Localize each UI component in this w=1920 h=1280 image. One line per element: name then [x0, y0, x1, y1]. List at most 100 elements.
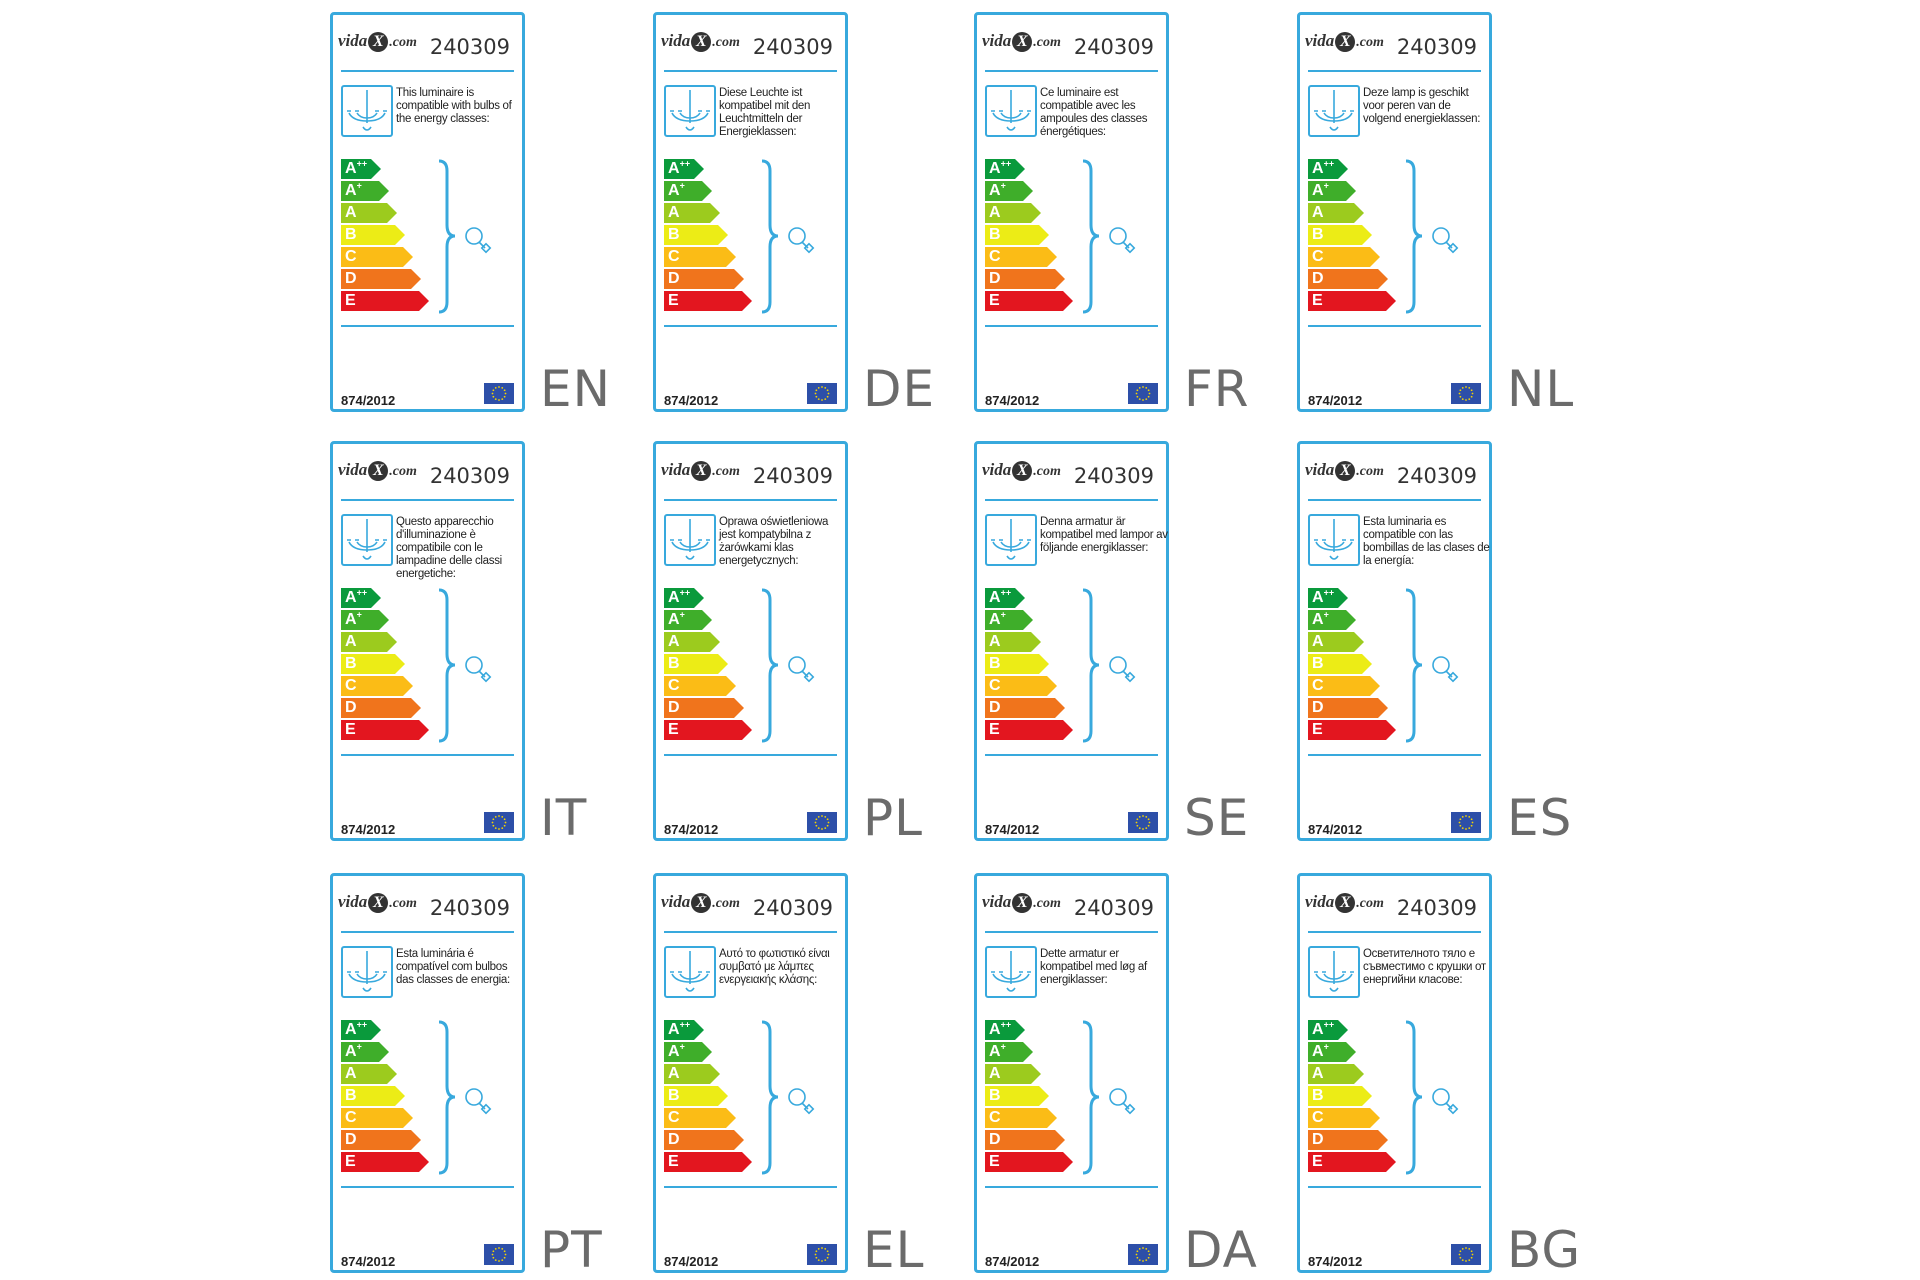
regulation-number: 874/2012	[664, 1254, 719, 1269]
compatibility-text: Deze lamp is geschikt voor peren van de …	[1363, 87, 1481, 125]
eu-flag-icon	[484, 812, 514, 833]
regulation-number: 874/2012	[1308, 393, 1363, 408]
model-number: 240309	[429, 464, 510, 488]
energy-class-letter: C	[345, 677, 357, 694]
bulb-icon	[784, 652, 818, 686]
energy-class-bar: B	[985, 225, 1049, 245]
energy-class-letter: E	[989, 292, 1000, 309]
energy-class-plus: ++	[1323, 587, 1335, 598]
chandelier-icon	[341, 514, 393, 566]
bulb-icon	[1428, 223, 1462, 257]
energy-class-scale: A++ A+ A B C D E	[341, 1020, 431, 1174]
eu-flag-icon	[1451, 383, 1481, 404]
energy-class-bar: E	[1308, 1152, 1396, 1172]
energy-label-card: vida X .com 240309 Deze lamp is geschikt v…	[1297, 12, 1492, 412]
energy-class-bar: A+	[664, 1042, 712, 1062]
energy-class-letter: E	[989, 721, 1000, 738]
model-number: 240309	[1073, 464, 1154, 488]
energy-class-letter: A	[989, 633, 1001, 650]
energy-class-bar: A++	[985, 588, 1025, 608]
energy-class-scale: A++ A+ A B C D E	[341, 159, 431, 313]
energy-class-letter: E	[668, 292, 679, 309]
brand-x: X	[1012, 461, 1033, 481]
energy-class-scale: A++ A+ A B C D E	[985, 588, 1075, 742]
energy-class-plus: ++	[356, 587, 368, 598]
brand-name: vida	[338, 892, 368, 911]
energy-class-scale: A++ A+ A B C D E	[664, 159, 754, 313]
bulb-icon	[461, 652, 495, 686]
energy-class-letter: C	[989, 248, 1001, 265]
energy-class-bar: E	[664, 720, 752, 740]
eu-flag-icon	[807, 383, 837, 404]
regulation-number: 874/2012	[664, 822, 719, 837]
energy-label-card: vida X .com 240309 Denna armatur är kompat…	[974, 441, 1169, 841]
divider	[1308, 325, 1481, 327]
energy-class-bar: E	[985, 720, 1073, 740]
energy-label-card: vida X .com 240309 Oprawa oświetleniowa je…	[653, 441, 848, 841]
energy-class-bar: A+	[664, 610, 712, 630]
energy-class-letter: C	[668, 1109, 680, 1126]
energy-class-plus: ++	[1323, 158, 1335, 169]
divider	[1308, 1186, 1481, 1188]
model-number: 240309	[1396, 896, 1477, 920]
energy-class-bar: B	[664, 225, 728, 245]
energy-class-bar: A+	[341, 610, 389, 630]
energy-class-plus: ++	[1000, 1019, 1012, 1030]
energy-class-bar: A++	[664, 1020, 704, 1040]
divider	[985, 499, 1158, 501]
model-number: 240309	[752, 896, 833, 920]
energy-class-bar: B	[1308, 1086, 1372, 1106]
brand-name: vida	[982, 892, 1012, 911]
energy-class-letter: B	[345, 655, 357, 672]
energy-class-letter: A	[989, 204, 1001, 221]
brand-logo: vida X .com	[1305, 31, 1384, 52]
energy-class-bar: C	[341, 1108, 413, 1128]
energy-class-bar: D	[1308, 698, 1388, 718]
compatibility-text: Oprawa oświetleniowa jest kompatybilna z…	[719, 516, 829, 567]
divider	[1308, 70, 1481, 72]
regulation-number: 874/2012	[341, 822, 396, 837]
brand-domain: .com	[1356, 896, 1384, 911]
brand-domain: .com	[1033, 35, 1061, 50]
compatibility-text: Dette armatur er kompatibel med løg af e…	[1040, 948, 1147, 986]
chandelier-icon	[985, 946, 1037, 998]
brand-x: X	[1012, 32, 1033, 52]
energy-class-letter: A	[345, 1065, 357, 1082]
brand-logo: vida X .com	[338, 892, 417, 913]
brand-domain: .com	[389, 464, 417, 479]
language-code: BG	[1507, 1221, 1582, 1279]
energy-class-letter: D	[989, 699, 1001, 716]
energy-class-bar: E	[1308, 720, 1396, 740]
energy-class-letter: A	[345, 611, 357, 628]
energy-class-letter: A	[668, 633, 680, 650]
energy-class-bar: A++	[341, 159, 381, 179]
energy-class-letter: A	[1312, 182, 1324, 199]
energy-label-cell: vida X .com 240309 Questo apparecchio d'il…	[330, 441, 590, 846]
energy-class-bar: A+	[985, 181, 1033, 201]
energy-class-bar: A	[985, 632, 1041, 652]
regulation-number: 874/2012	[341, 1254, 396, 1269]
bulb-icon	[1428, 652, 1462, 686]
energy-class-letter: C	[989, 677, 1001, 694]
energy-class-bar: C	[985, 247, 1057, 267]
energy-class-plus: +	[1323, 180, 1329, 191]
brace-icon	[760, 588, 780, 743]
brace-icon	[1081, 588, 1101, 743]
energy-class-bar: D	[1308, 269, 1388, 289]
divider	[341, 931, 514, 933]
energy-class-letter: A	[1312, 589, 1324, 606]
energy-class-plus: ++	[679, 1019, 691, 1030]
eu-flag-icon	[1451, 1244, 1481, 1265]
bulb-icon	[1428, 1084, 1462, 1118]
energy-class-scale: A++ A+ A B C D E	[985, 1020, 1075, 1174]
energy-class-letter: B	[668, 655, 680, 672]
brand-domain: .com	[389, 896, 417, 911]
model-number: 240309	[752, 35, 833, 59]
energy-class-letter: D	[668, 270, 680, 287]
energy-label-cell: vida X .com 240309 Осветителното тяло е съ…	[1297, 873, 1580, 1278]
energy-class-bar: B	[1308, 225, 1372, 245]
brand-name: vida	[1305, 892, 1335, 911]
brace-icon	[760, 1020, 780, 1175]
energy-class-bar: A	[341, 203, 397, 223]
energy-class-plus: +	[679, 609, 685, 620]
